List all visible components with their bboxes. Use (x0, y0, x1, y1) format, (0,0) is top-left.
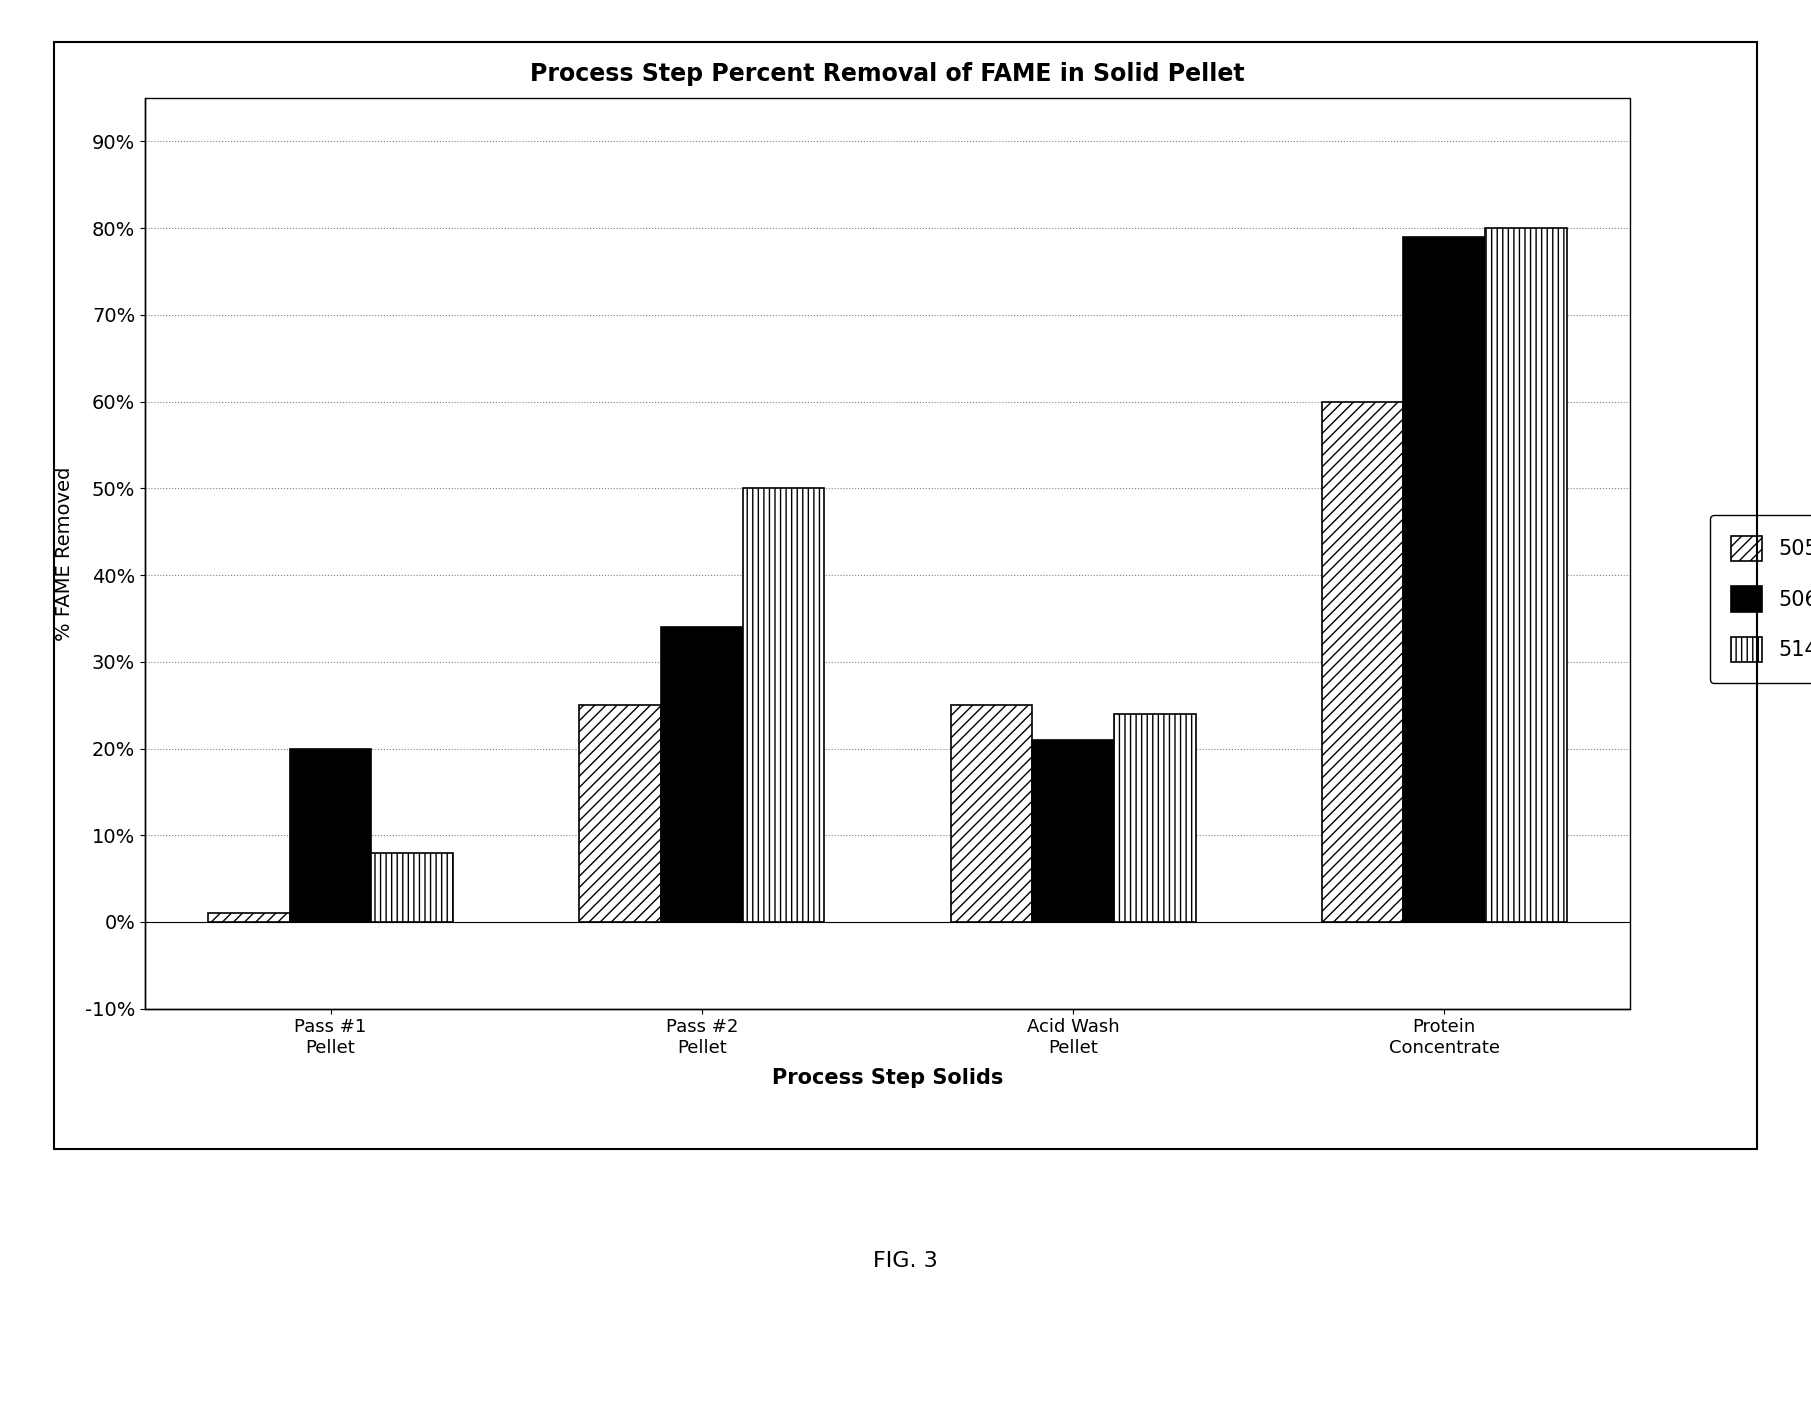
Bar (290, 748, 371, 922)
Y-axis label: % FAME Removed: % FAME Removed (54, 467, 74, 640)
Bar (1404, 237, 1485, 922)
Bar (1485, 228, 1567, 922)
Text: FIG. 3: FIG. 3 (873, 1251, 938, 1271)
Legend: 505-002, 506-002, 514-002: 505-002, 506-002, 514-002 (1710, 516, 1811, 682)
Bar (743, 489, 824, 922)
Bar (1032, 740, 1114, 922)
Title: Process Step Percent Removal of FAME in Solid Pellet: Process Step Percent Removal of FAME in … (531, 63, 1244, 87)
Bar (580, 705, 661, 922)
Bar (371, 853, 453, 922)
Bar (1114, 715, 1195, 922)
X-axis label: Process Step Solids: Process Step Solids (771, 1069, 1003, 1089)
Bar (661, 628, 743, 922)
Bar (208, 913, 290, 922)
Bar (1322, 402, 1404, 922)
Bar (951, 705, 1032, 922)
